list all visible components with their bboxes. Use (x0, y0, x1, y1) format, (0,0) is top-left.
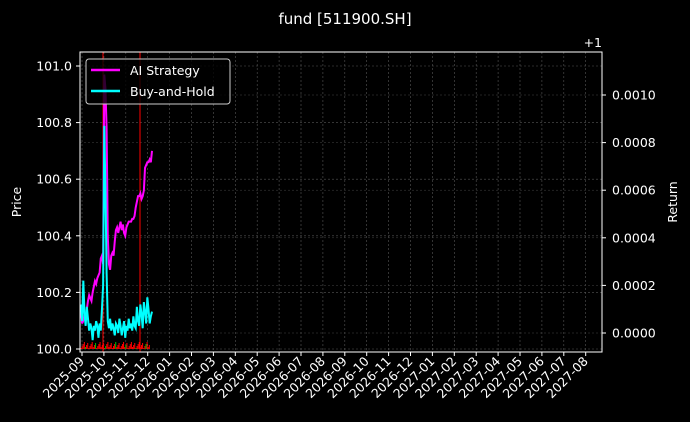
y-tick-label: 100.8 (36, 115, 72, 130)
plot-frame (79, 51, 603, 353)
y-tick-label: 100.2 (36, 285, 72, 300)
y-tick-label: 100.6 (36, 172, 72, 187)
legend-label-ai-strategy: AI Strategy (130, 63, 200, 78)
y2-tick-label: 0.0006 (612, 183, 656, 198)
y-tick-label: 100.4 (36, 228, 72, 243)
y-axis-label: Price (9, 186, 24, 217)
y2-axis-label: Return (665, 181, 680, 222)
series-ai-strategy (80, 74, 153, 324)
y2-offset-label: +1 (584, 35, 602, 50)
y-tick-label: 100.0 (36, 342, 72, 357)
series-buy-and-hold (80, 125, 153, 341)
legend (85, 58, 231, 105)
legend-label-buy-and-hold: Buy-and-Hold (130, 84, 215, 99)
y-tick-label: 101.0 (36, 59, 72, 74)
chart-title: fund [511900.SH] (278, 10, 411, 28)
y2-tick-label: 0.0010 (612, 88, 656, 103)
y2-tick-label: 0.0008 (612, 135, 656, 150)
y2-tick-label: 0.0004 (612, 230, 656, 245)
y2-tick-label: 0.0000 (612, 326, 656, 341)
y2-tick-label: 0.0002 (612, 278, 656, 293)
